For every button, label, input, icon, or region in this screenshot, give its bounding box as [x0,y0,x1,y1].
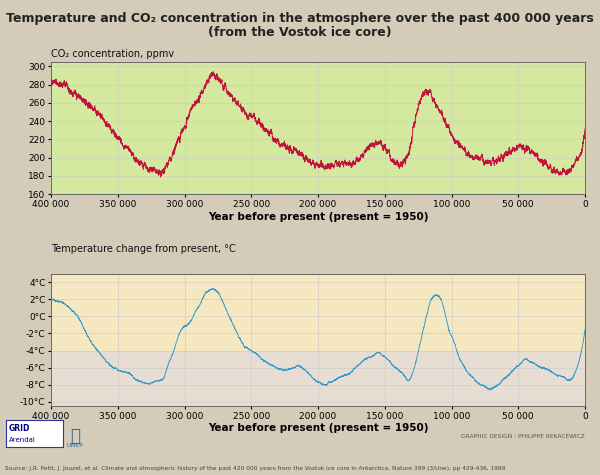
Text: Temperature and CO₂ concentration in the atmosphere over the past 400 000 years: Temperature and CO₂ concentration in the… [6,12,594,25]
Text: Temperature change from present, °C: Temperature change from present, °C [51,244,236,254]
Text: GRAPHIC DESIGN : PHILIPPE REKACEWICZ: GRAPHIC DESIGN : PHILIPPE REKACEWICZ [461,434,585,439]
X-axis label: Year before present (present = 1950): Year before present (present = 1950) [208,211,428,221]
Text: UNEP: UNEP [67,443,83,447]
Text: (from the Vostok ice core): (from the Vostok ice core) [208,26,392,39]
Text: CO₂ concentration, ppmv: CO₂ concentration, ppmv [51,49,174,59]
Text: Arendal: Arendal [9,437,36,443]
Text: Ⓤ: Ⓤ [70,427,80,445]
Text: Source: J.R. Petit, J. Jouzel, et al. Climate and atmospheric history of the pas: Source: J.R. Petit, J. Jouzel, et al. Cl… [5,466,507,471]
Text: GRID: GRID [9,424,30,433]
Bar [51,351,585,406]
X-axis label: Year before present (present = 1950): Year before present (present = 1950) [208,423,428,434]
